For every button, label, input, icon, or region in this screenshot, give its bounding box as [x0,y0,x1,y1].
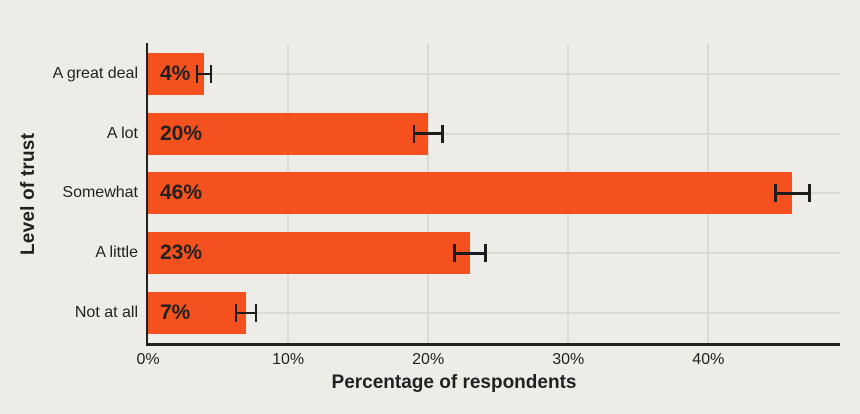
y-axis-line [146,43,148,345]
horizontal-gridline [148,312,840,315]
bar-value-label: 4% [160,61,191,85]
error-bar-line [453,252,487,255]
error-bar-cap-right [441,124,444,143]
bar-a-lot: 20% [148,112,429,155]
category-label-not-at-all: Not at all [74,304,138,322]
error-bar-a-little [453,244,487,263]
x-axis-title: Percentage of respondents [331,372,577,393]
error-bar-a-lot [412,124,444,143]
bar-value-label: 46% [160,181,203,205]
error-bar-a-great-deal [195,64,213,83]
x-axis-line [146,343,840,346]
error-bar-line [234,311,258,315]
error-bar-line [774,192,811,195]
x-tick-label-30: 30% [552,351,585,368]
error-bar-line [412,132,444,135]
horizontal-gridline [148,132,840,135]
x-tick-label-40: 40% [692,351,725,368]
category-label-a-great-deal: A great deal [52,64,138,82]
x-tick-label-20: 20% [412,351,445,368]
error-bar-cap-left [195,64,199,83]
bar-row-a-great-deal: 4% [148,44,840,104]
bar-somewhat: 46% [148,172,793,215]
bar-a-little: 23% [148,232,471,275]
category-label-a-lot: A lot [106,124,138,142]
category-label-somewhat: Somewhat [62,184,138,202]
x-tick-label-0: 0% [136,351,160,368]
error-bar-cap-right [484,244,487,263]
error-bar-not-at-all [234,304,258,323]
bar-value-label: 20% [160,121,203,145]
bar-row-somewhat: 46% [148,164,840,224]
error-bar-cap-left [412,124,416,143]
x-tick-label-10: 10% [272,351,305,368]
bar-a-great-deal: 4% [148,52,205,95]
error-bar-cap-right [209,64,213,83]
error-bar-cap-right [808,184,811,203]
bar-row-a-lot: 20% [148,104,840,164]
error-bar-somewhat [774,184,811,203]
category-label-a-little: A little [95,244,138,262]
error-bar-cap-left [234,304,238,323]
error-bar-line [195,72,213,76]
plot-area: 4% 20% 46% 23% 7% [146,43,840,346]
horizontal-gridline [148,72,840,75]
horizontal-gridline [148,252,840,255]
bar-value-label: 23% [160,241,203,265]
bar-row-a-little: 23% [148,223,840,283]
error-bar-cap-left [453,244,456,263]
bar-value-label: 7% [160,301,191,325]
bar-row-not-at-all: 7% [148,283,840,343]
error-bar-cap-left [774,184,777,203]
error-bar-cap-right [254,304,258,323]
bar-not-at-all: 7% [148,292,247,335]
